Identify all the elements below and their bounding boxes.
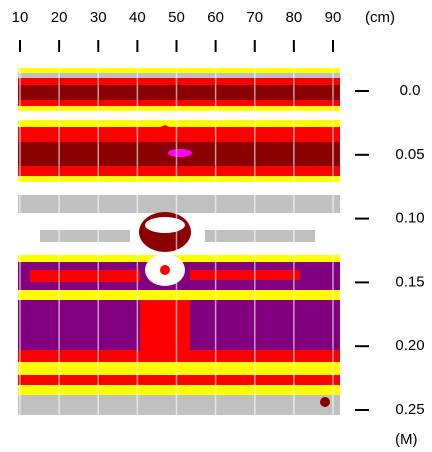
- y-tick-label: 0.05: [395, 146, 424, 163]
- x-tick-label: 70: [246, 9, 263, 26]
- x-tick-label: 20: [51, 9, 68, 26]
- y-tick-label: 0.0: [400, 82, 421, 99]
- x-tick-label: 60: [207, 9, 224, 26]
- x-tick-label: 40: [129, 9, 146, 26]
- x-tick-label: 90: [325, 9, 342, 26]
- x-axis-label: (cm): [365, 9, 395, 26]
- x-tick-label: 30: [90, 9, 107, 26]
- y-tick-label: 0.10: [395, 210, 424, 227]
- y-axis-label: (M): [395, 431, 418, 448]
- y-tick-label: 0.25: [395, 401, 424, 418]
- x-tick-label: 10: [12, 9, 29, 26]
- scan-image: [18, 68, 340, 415]
- y-tick-label: 0.20: [395, 337, 424, 354]
- x-tick-label: 80: [286, 9, 303, 26]
- y-tick-label: 0.15: [395, 273, 424, 290]
- x-tick-label: 50: [168, 9, 185, 26]
